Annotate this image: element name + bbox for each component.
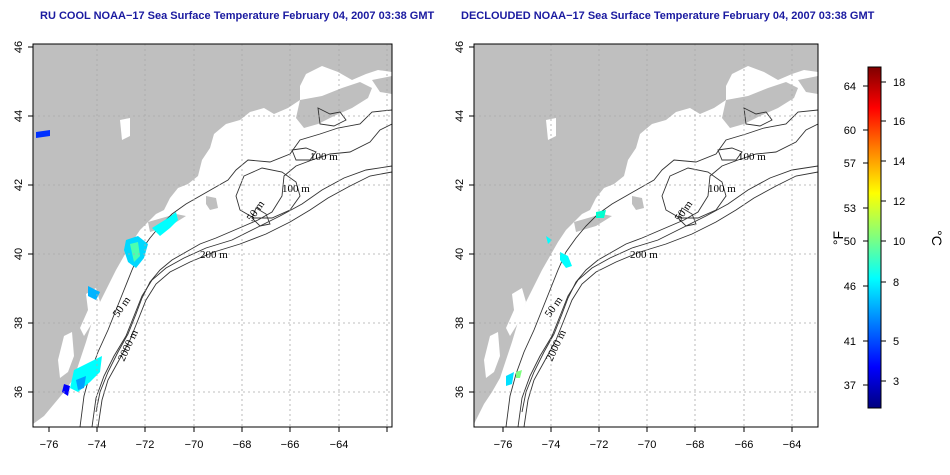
y-tick-label: 38 [13, 317, 25, 329]
water-body [120, 118, 130, 140]
x-axis-right [502, 427, 793, 432]
grid-lines [33, 44, 392, 427]
contour-label: 100 m [310, 151, 338, 163]
x-tick-label: −66 [735, 439, 754, 451]
y-tick-label: 44 [454, 110, 466, 122]
land-mass [206, 196, 218, 210]
land-mass [474, 44, 818, 424]
water-body [484, 332, 500, 378]
colorbar-c-tick: 12 [893, 196, 905, 208]
y-tick-labels-left: 36 38 40 42 44 46 [13, 41, 25, 398]
colorbar-gradient [867, 66, 882, 409]
contour-label: 200 m [630, 249, 658, 261]
y-tick-label: 42 [13, 179, 25, 191]
water-body [80, 288, 100, 336]
y-axis-right [469, 46, 474, 393]
y-tick-labels-right: 36 38 40 42 44 46 [454, 41, 466, 398]
colorbar-c-tick: 8 [893, 277, 899, 289]
x-tick-label: −74 [542, 439, 561, 451]
x-tick-labels-left: −76 −74 −72 −70 −68 −66 −64 [40, 439, 349, 451]
x-tick-label: −72 [136, 439, 155, 451]
x-tick-label: −70 [185, 439, 204, 451]
colorbar: 64 60 57 53 50 46 41 37 18 16 14 12 10 8… [830, 66, 945, 409]
colorbar-c-tick: 10 [893, 236, 905, 248]
x-tick-label: −64 [330, 439, 349, 451]
x-tick-label: −76 [494, 439, 513, 451]
sst-swath [36, 130, 178, 396]
colorbar-c-tick: 16 [893, 116, 905, 128]
y-axis-left [28, 46, 33, 393]
y-tick-label: 38 [454, 317, 466, 329]
land-mass [798, 76, 818, 94]
colorbar-ticks [863, 81, 886, 386]
colorbar-f-labels: 64 60 57 53 50 46 41 37 [844, 81, 856, 392]
colorbar-c-tick: 5 [893, 336, 899, 348]
colorbar-f-tick: 53 [844, 203, 856, 215]
colorbar-f-tick: 50 [844, 236, 856, 248]
y-tick-label: 46 [454, 41, 466, 53]
panel-title-left: RU COOL NOAA−17 Sea Surface Temperature … [40, 10, 435, 22]
map-panel-right: 100 m 100 m 50 m 200 m 50 m 2000 m −76 −… [454, 41, 819, 451]
x-tick-label: −68 [233, 439, 252, 451]
water-body [58, 332, 74, 378]
colorbar-f-tick: 60 [844, 125, 856, 137]
panel-title-right: DECLOUDED NOAA−17 Sea Surface Temperatur… [461, 10, 875, 22]
land-mass [574, 214, 612, 232]
x-axis-left [48, 427, 388, 432]
y-tick-label: 46 [13, 41, 25, 53]
colorbar-f-tick: 37 [844, 380, 856, 392]
x-tick-label: −70 [638, 439, 657, 451]
land-mass [632, 196, 644, 210]
colorbar-f-tick: 64 [844, 81, 856, 93]
contour-label: 100 m [738, 151, 766, 163]
y-tick-label: 40 [454, 248, 466, 260]
x-tick-label: −76 [40, 439, 59, 451]
grid-lines [474, 44, 818, 427]
colorbar-f-tick: 41 [844, 336, 856, 348]
colorbar-unit-c: °C [929, 230, 945, 246]
map-panel-left: 100 m 100 m 50 m 200 m 50 m 2000 m −76 −… [13, 41, 393, 451]
colorbar-c-tick: 18 [893, 77, 905, 89]
colorbar-c-tick: 14 [893, 156, 905, 168]
x-tick-label: −74 [88, 439, 107, 451]
y-tick-label: 36 [13, 386, 25, 398]
land-mass [722, 82, 798, 128]
contour-label: 200 m [200, 249, 228, 261]
colorbar-f-tick: 46 [844, 281, 856, 293]
colorbar-c-labels: 18 16 14 12 10 8 5 3 [893, 77, 905, 388]
y-tick-label: 40 [13, 248, 25, 260]
bathymetry-contours [505, 107, 818, 427]
colorbar-unit-f: °F [830, 231, 846, 245]
sst-swath [506, 210, 606, 386]
colorbar-c-tick: 3 [893, 376, 899, 388]
colorbar-f-tick: 57 [844, 158, 856, 170]
plot-frame [32, 43, 393, 428]
contour-label: 100 m [282, 183, 310, 195]
x-tick-labels-right: −76 −74 −72 −70 −68 −66 −64 [494, 439, 802, 451]
y-tick-label: 42 [454, 179, 466, 191]
x-tick-label: −68 [686, 439, 705, 451]
land-mass [296, 82, 372, 128]
x-tick-label: −64 [783, 439, 802, 451]
y-tick-label: 44 [13, 110, 25, 122]
water-body [506, 288, 526, 336]
x-tick-label: −66 [281, 439, 300, 451]
y-tick-label: 36 [454, 386, 466, 398]
x-tick-label: −72 [590, 439, 609, 451]
plot-frame [473, 43, 819, 428]
contour-label: 100 m [708, 183, 736, 195]
